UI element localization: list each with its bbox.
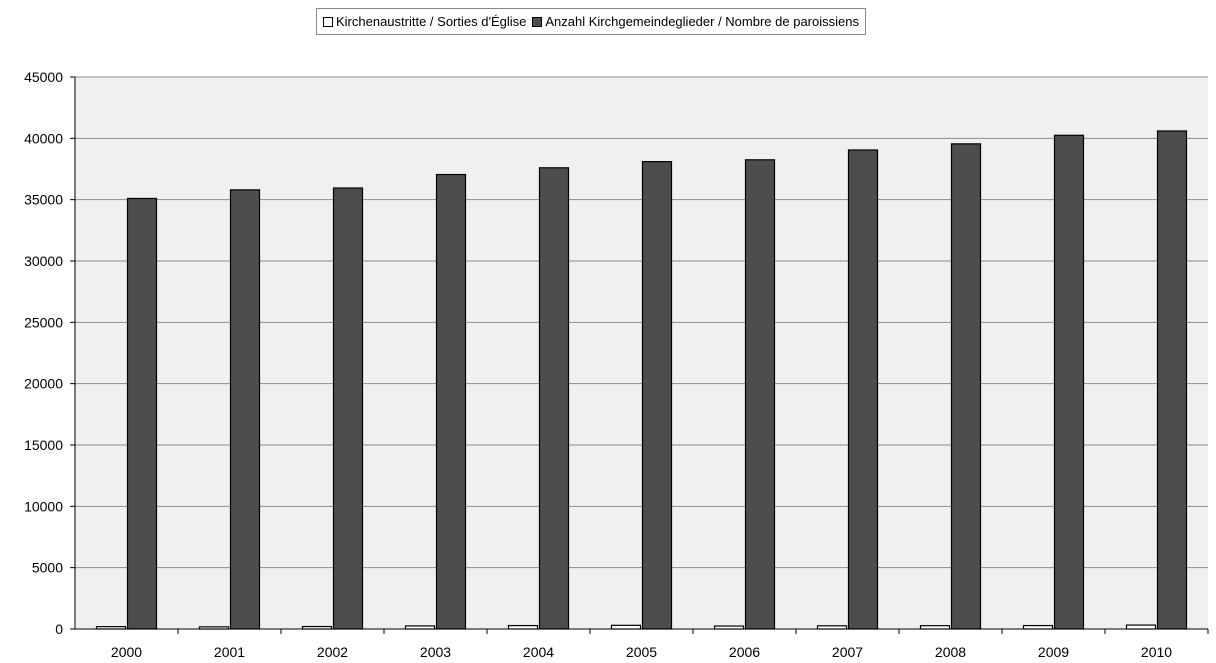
bar-series-1 [126,197,158,630]
x-tick-label: 2006 [729,644,760,660]
bar-series-0 [301,625,333,630]
x-tick-label: 2000 [111,644,142,660]
legend-item-series-0: Kirchenaustritte / Sorties d'Église [323,14,526,29]
legend-swatch-series-0 [323,16,333,27]
bar-series-0 [95,626,127,630]
chart-legend: Kirchenaustritte / Sorties d'Église Anza… [316,8,866,35]
bar-series-1 [950,143,982,630]
bar-series-0 [713,625,745,630]
y-tick-label: 40000 [24,130,63,146]
x-tick-label: 2007 [832,644,863,660]
y-tick-label: 5000 [32,560,63,576]
x-tick-label: 2009 [1038,644,1069,660]
plot-area [75,77,1208,629]
x-tick-label: 2004 [523,644,554,660]
x-tick-label: 2005 [626,644,657,660]
bar-series-0 [198,626,230,630]
bar-series-1 [538,167,570,630]
y-tick-label: 35000 [24,192,63,208]
x-tick-label: 2003 [420,644,451,660]
bar-series-0 [919,625,951,630]
y-tick-label: 30000 [24,253,63,269]
bar-series-1 [229,189,261,630]
bar-series-1 [641,161,673,630]
y-tick-label: 45000 [24,69,63,85]
y-tick-label: 15000 [24,437,63,453]
bar-series-1 [744,159,776,630]
y-tick-label: 25000 [24,314,63,330]
bar-series-1 [332,187,364,630]
bar-series-0 [507,624,539,630]
legend-label-series-1: Anzahl Kirchgemeindeglieder / Nombre de … [545,14,859,29]
x-tick-label: 2002 [317,644,348,660]
y-tick-label: 0 [55,621,63,637]
legend-label-series-0: Kirchenaustritte / Sorties d'Église [336,14,527,29]
bar-series-1 [1053,134,1085,630]
bar-series-1 [847,149,879,630]
bar-series-0 [1022,624,1054,630]
y-tick-label: 10000 [24,498,63,514]
x-tick-label: 2010 [1141,644,1172,660]
bar-series-0 [404,625,436,630]
bar-series-0 [816,625,848,630]
bar-series-1 [1156,130,1188,630]
legend-swatch-series-1 [532,16,543,27]
y-tick-label: 20000 [24,376,63,392]
bar-series-0 [1125,624,1157,630]
bar-series-0 [610,624,642,630]
legend-item-series-1: Anzahl Kirchgemeindeglieder / Nombre de … [532,14,859,29]
x-tick-label: 2001 [214,644,245,660]
x-tick-label: 2008 [935,644,966,660]
bar-series-1 [435,173,467,630]
